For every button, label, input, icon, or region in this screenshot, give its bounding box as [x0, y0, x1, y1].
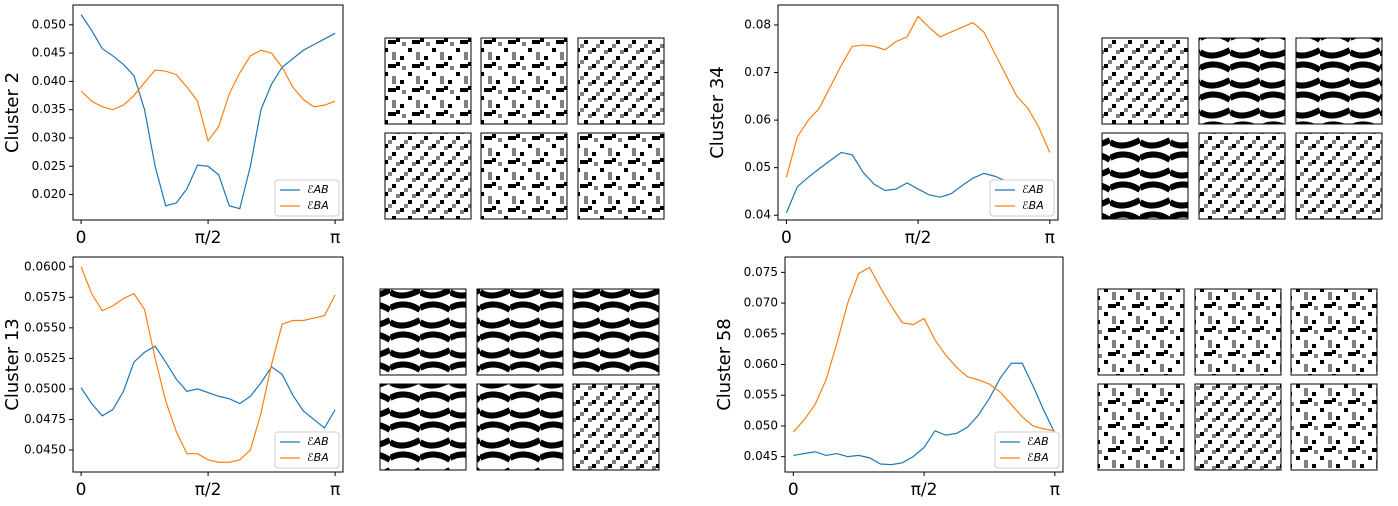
x-tick-label: π/2: [905, 228, 932, 248]
legend-label: ℰAB: [1022, 183, 1044, 196]
y-tick-label: 0.050: [32, 17, 66, 31]
x-tick-label: π: [330, 228, 340, 248]
x-tick-label: π/2: [195, 480, 222, 500]
y-tick-label: 0.040: [32, 74, 66, 88]
legend: ℰAB ℰBA: [989, 179, 1055, 217]
x-tick-label: π: [330, 480, 340, 500]
x-tick-label: 0: [76, 480, 87, 500]
y-tick-label: 0.075: [744, 265, 778, 279]
y-tick-label: 0.050: [744, 418, 778, 432]
y-axis-label: Cluster 2: [2, 72, 23, 153]
line-series: [80, 49, 336, 143]
y-tick-label: 0.07: [744, 65, 771, 79]
tile-grid: [1101, 37, 1383, 220]
x-tick-label: π/2: [911, 480, 938, 500]
x-tick-label: 0: [781, 228, 792, 248]
y-axis-label: Cluster 13: [2, 318, 23, 411]
y-tick-label: 0.060: [744, 357, 778, 371]
legend: ℰAB ℰBA: [274, 179, 340, 217]
legend-box: [994, 431, 1060, 469]
axes-frame: [72, 256, 344, 473]
axes-frame: [784, 256, 1064, 473]
x-tick-label: 0: [788, 480, 799, 500]
line-series: [785, 15, 1051, 178]
legend-label: ℰAB: [1027, 435, 1049, 448]
line-series: [80, 266, 336, 463]
y-tick-label: 0.020: [32, 187, 66, 201]
y-tick-label: 0.0450: [24, 443, 66, 457]
line-series: [80, 345, 336, 429]
legend: ℰAB ℰBA: [274, 431, 340, 469]
tile-grid: [379, 288, 660, 471]
y-tick-label: 0.065: [744, 326, 778, 340]
legend-label: ℰBA: [1027, 451, 1049, 464]
line-series: [792, 266, 1055, 433]
tile-grid: [1097, 288, 1378, 471]
y-tick-label: 0.055: [744, 388, 778, 402]
legend-label: ℰBA: [307, 451, 329, 464]
y-tick-label: 0.06: [744, 113, 771, 127]
line-chart: 0.020 0.025 0.030 0.035 0.040 0.045 0.050 0 π/2 π…: [2, 4, 344, 248]
x-tick-label: π: [1050, 480, 1060, 500]
line-series: [793, 362, 1056, 466]
image-tiles: [379, 37, 1383, 471]
legend-box: [989, 179, 1055, 217]
y-tick-label: 0.0550: [24, 320, 66, 334]
tile-grid: [384, 37, 665, 220]
y-tick-label: 0.045: [744, 449, 778, 463]
line-series: [80, 14, 336, 210]
axes-frame: [777, 4, 1059, 221]
x-tick-label: 0: [76, 228, 87, 248]
legend-label: ℰAB: [307, 435, 329, 448]
y-tick-label: 0.030: [32, 130, 66, 144]
y-axis-label: Cluster 58: [714, 318, 735, 411]
y-tick-label: 0.05: [744, 160, 771, 174]
y-tick-label: 0.045: [32, 46, 66, 60]
y-tick-label: 0.0575: [24, 290, 66, 304]
legend-label: ℰAB: [307, 183, 329, 196]
y-tick-label: 0.035: [32, 102, 66, 116]
y-tick-label: 0.070: [744, 296, 778, 310]
line-chart: 0.0450 0.0475 0.0500 0.0525 0.0550 0.0575 0.06…: [2, 256, 344, 500]
plot-area: [792, 266, 1056, 466]
x-tick-label: π: [1045, 228, 1055, 248]
axes-frame: [72, 4, 344, 221]
y-tick-label: 0.0525: [24, 351, 66, 365]
y-tick-label: 0.0500: [24, 381, 66, 395]
plot-area: [80, 14, 336, 210]
legend-label: ℰBA: [307, 199, 329, 212]
y-tick-label: 0.0475: [24, 412, 66, 426]
x-tick-label: π/2: [195, 228, 222, 248]
line-chart: 0.04 0.05 0.06 0.07 0.08 0 π/2 π Cluster 34 ℰAB ℰB…: [707, 4, 1059, 248]
y-axis-label: Cluster 34: [707, 66, 728, 159]
y-tick-label: 0.04: [744, 208, 771, 222]
y-tick-label: 0.0600: [24, 259, 66, 273]
legend: ℰAB ℰBA: [994, 431, 1060, 469]
legend-box: [274, 431, 340, 469]
y-tick-label: 0.025: [32, 159, 66, 173]
legend-label: ℰBA: [1022, 199, 1044, 212]
plot-area: [80, 266, 336, 463]
legend-box: [274, 179, 340, 217]
y-tick-label: 0.08: [744, 17, 771, 31]
line-chart: 0.045 0.050 0.055 0.060 0.065 0.070 0.075 0 π/2 π…: [714, 256, 1064, 500]
